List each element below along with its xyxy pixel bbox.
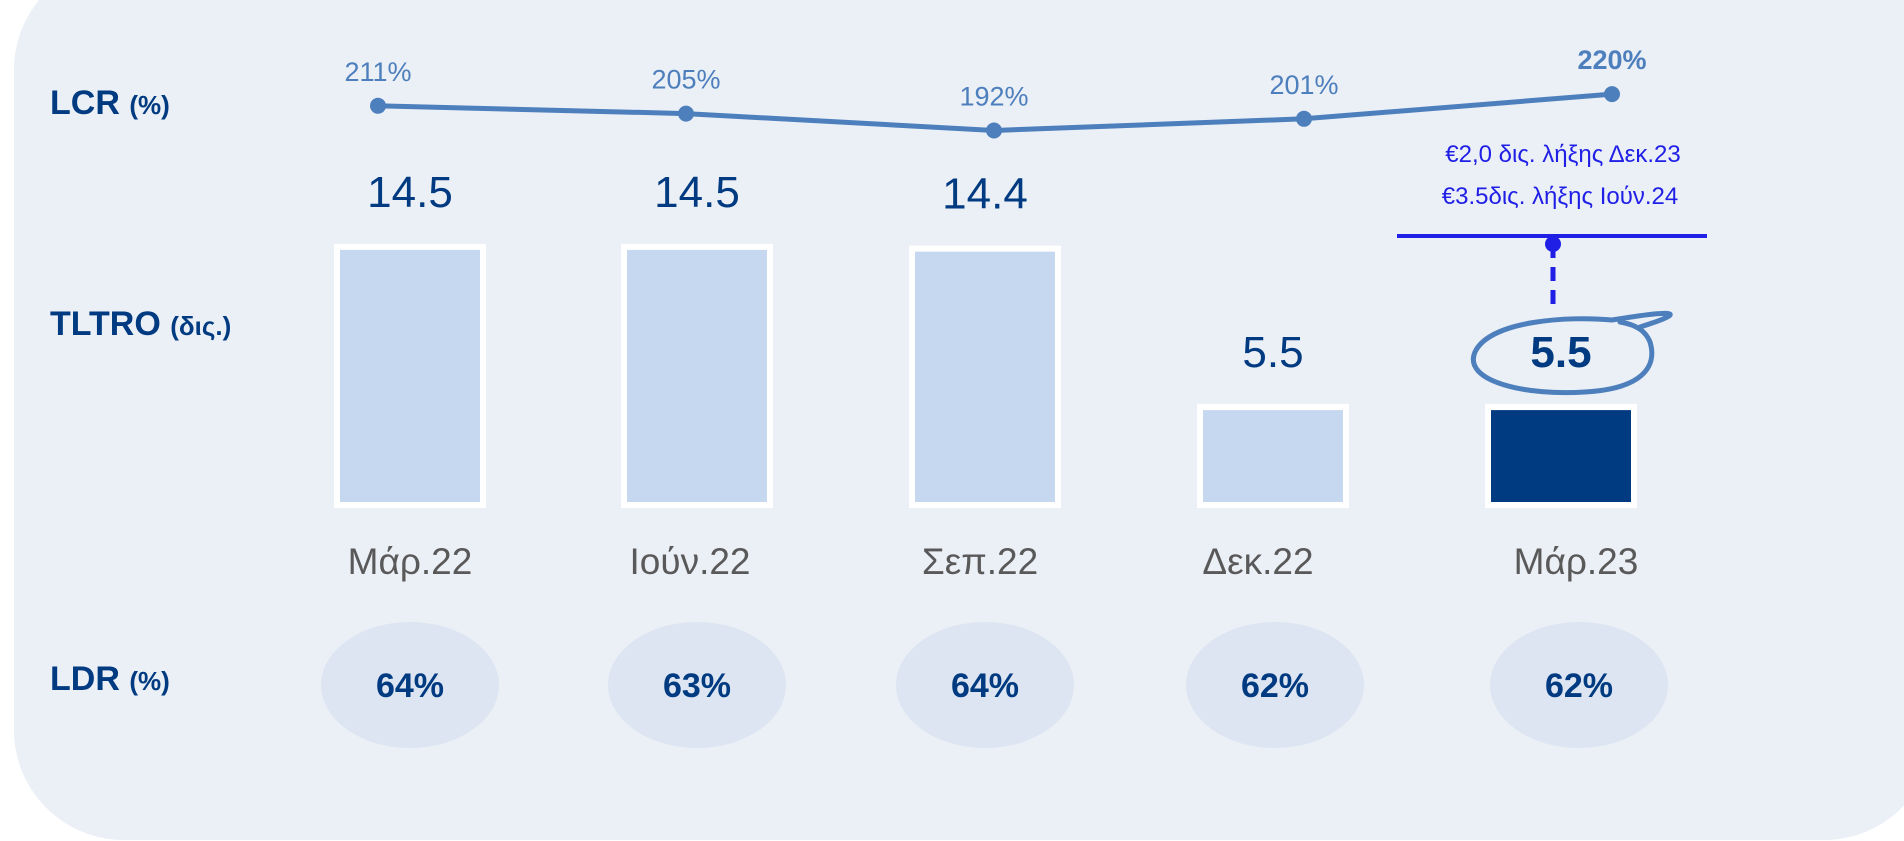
category-label: Ιούν.22 — [629, 541, 750, 582]
lcr-label-main: LCR — [50, 84, 120, 122]
lcr-point — [1296, 110, 1312, 127]
lcr-label-unit: (%) — [129, 90, 170, 120]
tltro-value-label: 5.5 — [1530, 328, 1591, 377]
ldr-value-label: 64% — [376, 667, 444, 705]
tltro-value-label: 5.5 — [1242, 328, 1303, 377]
lcr-row-label: LCR (%) — [50, 84, 170, 123]
ldr-row-label: LDR (%) — [50, 660, 170, 699]
tltro-label-unit: (δις.) — [170, 311, 232, 341]
ldr-ellipse — [896, 622, 1074, 748]
tltro-bar — [1485, 404, 1637, 509]
ldr-label-main: LDR — [50, 660, 120, 698]
lcr-point — [1604, 86, 1620, 103]
tltro-value-label: 14.4 — [942, 170, 1028, 219]
tltro-bar — [1197, 404, 1349, 509]
category-label: Μάρ.23 — [1514, 541, 1639, 582]
category-label: Δεκ.22 — [1202, 541, 1313, 582]
ldr-ellipse — [321, 622, 499, 748]
note-line-2: €3.5δις. λήξης Ιούν.24 — [1442, 183, 1678, 210]
lcr-point — [678, 105, 694, 122]
tltro-row-label: TLTRO (δις.) — [50, 305, 231, 344]
ldr-label-unit: (%) — [129, 666, 170, 696]
lcr-value-label: 211% — [344, 57, 411, 87]
lcr-value-label: 205% — [651, 65, 720, 95]
ldr-ellipse — [1490, 622, 1668, 748]
category-label: Σεπ.22 — [922, 541, 1038, 582]
highlight-circle-annotation — [1470, 310, 1673, 396]
category-label: Μάρ.22 — [348, 541, 473, 582]
ldr-value-label: 64% — [951, 667, 1019, 705]
lcr-point — [370, 97, 386, 114]
lcr-value-label: 192% — [959, 82, 1028, 112]
note-connector-dot — [1545, 236, 1561, 252]
ldr-ellipse — [1186, 622, 1364, 748]
note-line-1: €2,0 δις. λήξης Δεκ.23 — [1445, 141, 1680, 168]
ldr-value-label: 63% — [663, 667, 731, 705]
lcr-point — [986, 122, 1002, 139]
tltro-label-main: TLTRO — [50, 305, 161, 343]
lcr-value-label: 220% — [1577, 45, 1646, 75]
ldr-ellipse — [608, 622, 786, 748]
ldr-value-label: 62% — [1545, 667, 1613, 705]
tltro-bar — [334, 243, 486, 508]
lcr-value-label: 201% — [1269, 70, 1338, 100]
tltro-bar — [909, 245, 1061, 508]
tltro-bar — [621, 243, 773, 508]
tltro-value-label: 14.5 — [654, 168, 740, 217]
tltro-value-label: 14.5 — [367, 168, 453, 217]
ldr-value-label: 62% — [1241, 667, 1309, 705]
